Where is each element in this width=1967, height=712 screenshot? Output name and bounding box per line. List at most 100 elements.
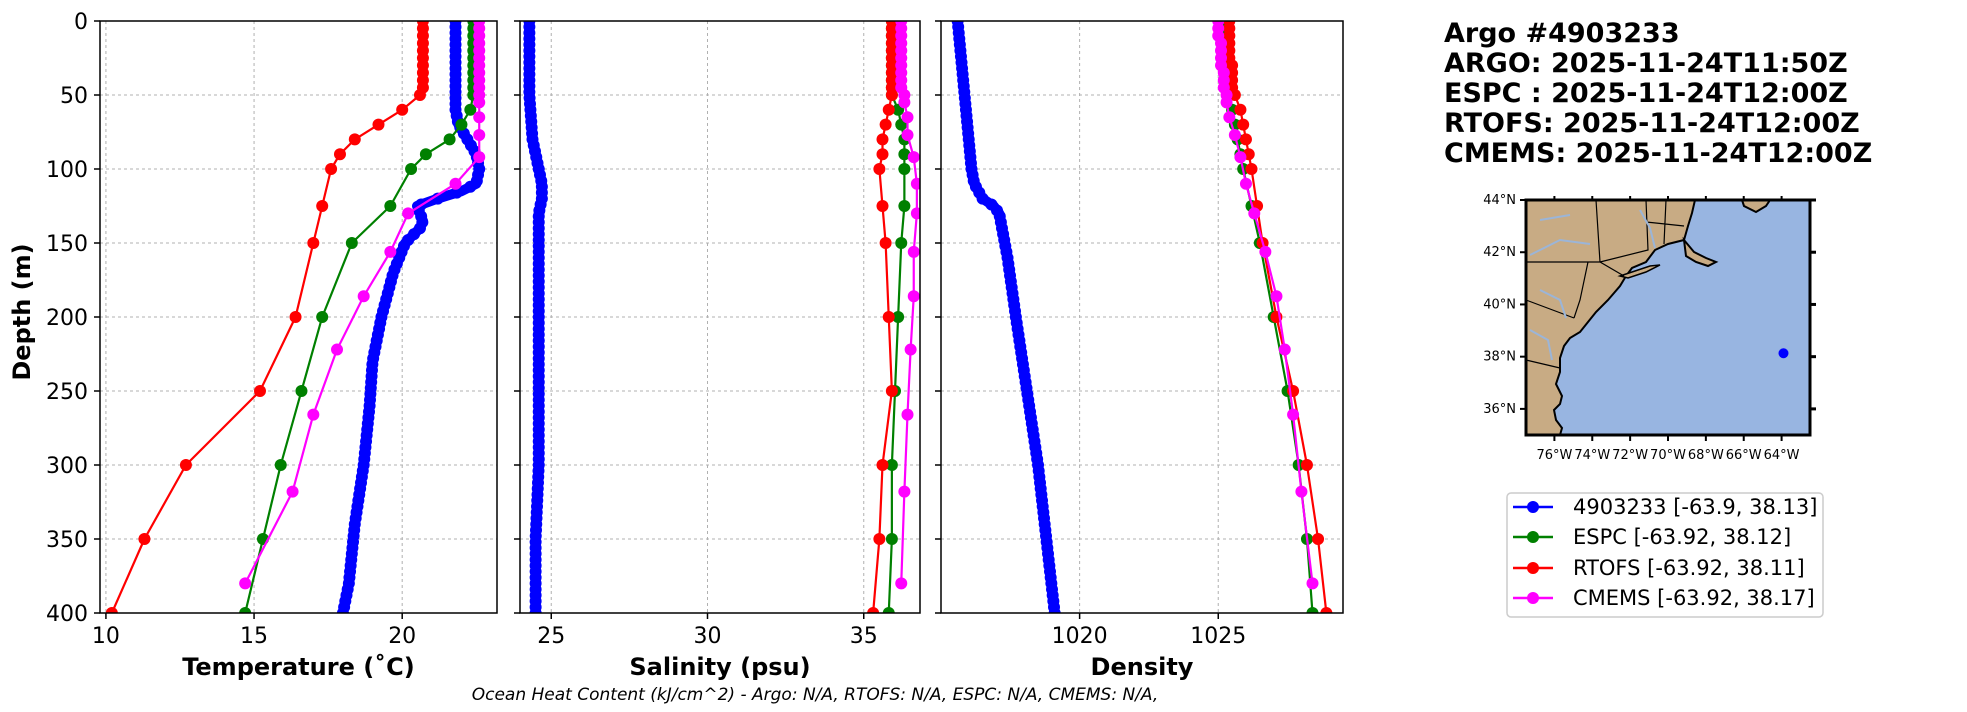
- map-long-island: [1617, 264, 1661, 279]
- temperature-point-cmems: [384, 245, 397, 258]
- density-series-cmems: [1212, 21, 1319, 590]
- salinity-point-cmems: [910, 207, 920, 220]
- density-point-cmems: [1248, 207, 1261, 220]
- title-line-espc-time: ESPC : 2025-11-24T12:00Z: [1444, 78, 1848, 109]
- salinity-xtick-label: 30: [694, 624, 722, 649]
- temperature-point-espc: [455, 118, 468, 131]
- density-point-cmems: [1270, 290, 1283, 303]
- temperature-point-espc: [316, 311, 329, 323]
- depth-tick-label: 400: [46, 602, 88, 627]
- temperature-point-cmems: [473, 128, 486, 141]
- density-xtick-label: 1020: [1052, 624, 1108, 649]
- density-point-rtofs: [1320, 607, 1333, 613]
- float-location-marker: [1778, 348, 1789, 359]
- salinity-point-espc: [895, 237, 908, 249]
- temperature-point-espc: [464, 103, 477, 116]
- density-series-argo: [951, 21, 1061, 613]
- temperature-point-argo: [336, 607, 349, 613]
- density-point-cmems: [1259, 245, 1272, 258]
- salinity-point-rtofs: [867, 607, 880, 613]
- map-lon-label: 74°W: [1574, 448, 1610, 463]
- temperature-point-rtofs: [307, 237, 320, 249]
- salinity-point-cmems: [901, 128, 914, 141]
- density-point-rtofs: [1245, 163, 1258, 175]
- temperature-point-espc: [239, 607, 252, 613]
- salinity-point-cmems: [907, 245, 920, 258]
- temperature-point-rtofs: [316, 200, 329, 212]
- title-line-cmems-time: CMEMS: 2025-11-24T12:00Z: [1444, 138, 1872, 169]
- legend-marker-espc: [1527, 531, 1539, 543]
- map-lon-label: 72°W: [1612, 448, 1648, 463]
- temperature-point-cmems: [473, 111, 486, 124]
- legend-marker-argo: [1527, 501, 1539, 513]
- temperature-point-argo: [450, 186, 463, 199]
- title-line-rtofs-time: RTOFS: 2025-11-24T12:00Z: [1444, 108, 1860, 139]
- map-lon-label: 70°W: [1650, 448, 1686, 463]
- temperature-point-cmems: [473, 151, 486, 164]
- density-xtick-label: 1025: [1190, 624, 1246, 649]
- salinity-point-cmems: [907, 290, 920, 303]
- title-line-argo-time: ARGO: 2025-11-24T11:50Z: [1444, 48, 1848, 79]
- density-axis-label: Density: [1091, 653, 1194, 681]
- temperature-point-rtofs: [372, 118, 385, 131]
- legend: 4903233 [-63.9, 38.13] ESPC [-63.92, 38.…: [1506, 492, 1824, 618]
- legend-marker-rtofs: [1527, 562, 1539, 574]
- temperature-point-cmems: [307, 408, 320, 421]
- temperature-series-argo: [336, 21, 486, 613]
- map-rivers: [1529, 209, 1656, 361]
- salinity-point-rtofs: [882, 103, 895, 116]
- legend-label-argo: 4903233 [-63.9, 38.13]: [1573, 495, 1817, 519]
- depth-tick-label: 200: [46, 306, 88, 331]
- title-line-argo-id: Argo #4903233: [1444, 18, 1680, 49]
- map-lat-label: 36°N: [1483, 402, 1516, 417]
- salinity-point-espc: [885, 533, 898, 545]
- temperature-point-rtofs: [396, 103, 409, 116]
- temperature-point-cmems: [239, 577, 252, 590]
- salinity-point-cmems: [901, 111, 914, 124]
- salinity-xtick-label: 35: [850, 624, 878, 649]
- legend-frame: [1506, 492, 1824, 618]
- salinity-point-cmems: [907, 151, 920, 164]
- salinity-panel: 25 30 35 Salinity (psu): [514, 20, 921, 681]
- salinity-point-rtofs: [882, 311, 895, 323]
- salinity-series-argo: [523, 21, 548, 613]
- density-panel: 1020 1025 Density: [935, 20, 1344, 681]
- temperature-series-rtofs: [105, 21, 429, 613]
- density-point-cmems: [1228, 128, 1241, 141]
- density-point-cmems: [1223, 111, 1236, 124]
- salinity-point-rtofs: [876, 200, 889, 212]
- legend-entry-espc: ESPC [-63.92, 38.12]: [1513, 525, 1791, 549]
- depth-tick-label: 250: [46, 380, 88, 405]
- temperature-point-rtofs: [289, 311, 302, 323]
- temperature-point-cmems: [473, 96, 486, 109]
- salinity-point-rtofs: [876, 148, 889, 161]
- depth-tick-label: 0: [74, 10, 88, 35]
- map-lat-label: 42°N: [1483, 245, 1516, 260]
- depth-axis-label: Depth (m): [8, 243, 36, 380]
- density-point-argo: [1048, 607, 1061, 613]
- salinity-point-cmems: [895, 577, 908, 590]
- temperature-axis-label: Temperature (˚C): [182, 653, 415, 681]
- temperature-point-cmems: [331, 343, 344, 356]
- density-point-cmems: [1287, 408, 1300, 421]
- temperature-point-cmems: [286, 485, 299, 498]
- inset-map: 44°N 42°N 40°N 38°N 36°N 76°W 74°W 72°W 70°W 68°W…: [1483, 193, 1816, 463]
- salinity-point-rtofs: [876, 133, 889, 146]
- salinity-point-espc: [898, 200, 911, 212]
- salinity-point-rtofs: [879, 118, 892, 131]
- salinity-point-espc: [885, 459, 898, 471]
- map-state-borders: [1525, 199, 1685, 369]
- density-point-rtofs: [1239, 133, 1252, 146]
- density-point-rtofs: [1312, 533, 1325, 545]
- title-block: Argo #4903233 ARGO: 2025-11-24T11:50Z ES…: [1444, 18, 1872, 169]
- temperature-point-espc: [345, 237, 358, 249]
- map-ticks: 44°N 42°N 40°N 38°N 36°N 76°W 74°W 72°W 70°W 68°W…: [1483, 193, 1816, 463]
- density-point-cmems: [1220, 96, 1233, 109]
- density-point-cmems: [1239, 177, 1252, 190]
- map-lon-label: 68°W: [1688, 448, 1724, 463]
- salinity-point-rtofs: [885, 89, 898, 101]
- depth-tick-label: 300: [46, 454, 88, 479]
- temperature-point-espc: [443, 133, 456, 146]
- temperature-point-rtofs: [253, 385, 266, 397]
- salinity-point-cmems: [898, 96, 911, 109]
